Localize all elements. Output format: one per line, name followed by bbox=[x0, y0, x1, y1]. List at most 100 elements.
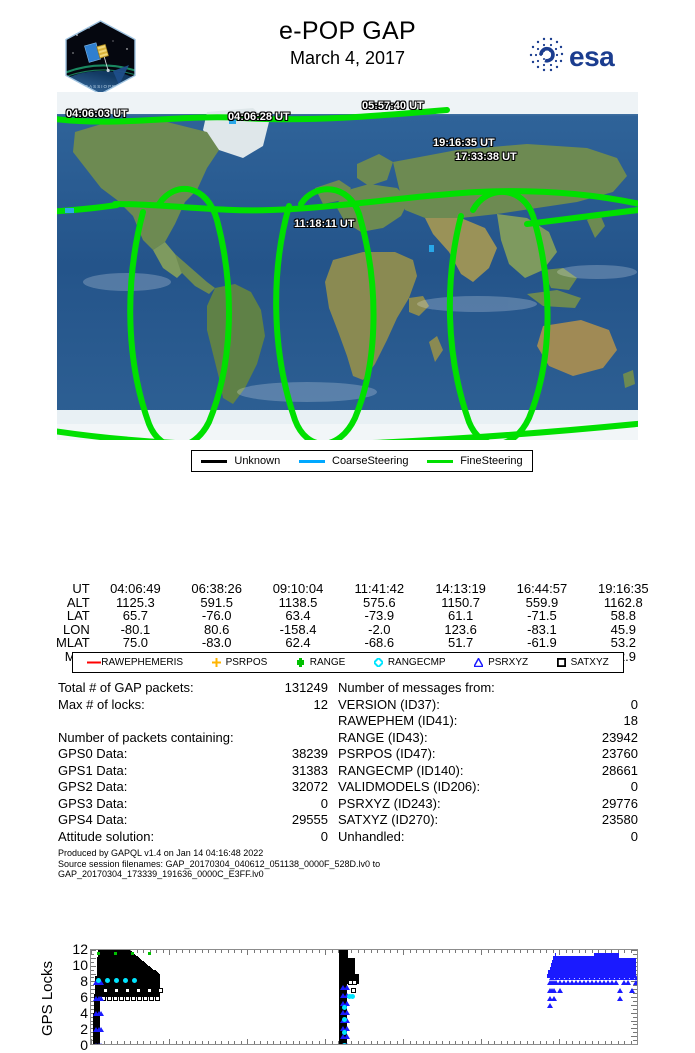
table-row: MLAT 75.0 -83.0 62.4 -68.6 51.7 -61.9 53.2 bbox=[44, 636, 664, 650]
x-axis-tick bbox=[195, 1041, 196, 1044]
x-axis-tick bbox=[286, 950, 287, 953]
x-axis-tick bbox=[416, 1041, 417, 1044]
y-axis-tick bbox=[633, 953, 637, 955]
plot-legend-item-psrpos: PSRPOS bbox=[211, 657, 267, 668]
stat-label: GPS3 Data: bbox=[58, 795, 128, 811]
data-point bbox=[147, 987, 152, 993]
map-time-label: 04:06:03 UT bbox=[66, 108, 128, 120]
table-cell: -76.0 bbox=[201, 608, 232, 623]
y-axis-tick bbox=[91, 1044, 96, 1045]
stat-value: 23942 bbox=[601, 729, 638, 745]
x-axis-tick bbox=[149, 1041, 151, 1044]
stat-value: 0 bbox=[320, 828, 328, 844]
x-axis-tick bbox=[156, 950, 157, 953]
x-axis-tick bbox=[318, 1041, 320, 1044]
data-point bbox=[98, 1042, 105, 1044]
table-cell: -158.4 bbox=[279, 621, 317, 637]
data-point bbox=[351, 987, 357, 993]
y-axis-tick bbox=[631, 1028, 637, 1030]
x-axis-tick bbox=[494, 1041, 495, 1044]
x-axis-tick bbox=[351, 1041, 352, 1044]
stat-row: GPS4 Data: 29555 bbox=[58, 812, 328, 829]
x-axis-tick bbox=[396, 950, 398, 953]
footer-source-line-2: GAP_20170304_173339_191636_0000C_E3FF.lv… bbox=[58, 869, 264, 879]
x-axis-tick bbox=[474, 1041, 476, 1044]
x-axis-tick bbox=[435, 1041, 437, 1044]
x-axis-tick bbox=[169, 1039, 170, 1044]
table-cell: -80.1 bbox=[120, 621, 151, 637]
table-cell: 45.9 bbox=[610, 621, 636, 637]
data-point bbox=[114, 951, 117, 955]
data-point bbox=[97, 951, 100, 955]
data-point bbox=[119, 995, 124, 1001]
stat-label: GPS2 Data: bbox=[58, 779, 128, 794]
x-axis-tick bbox=[182, 1041, 183, 1044]
x-axis-tick bbox=[442, 950, 443, 953]
table-row: UT 04:06:49 06:38:26 09:10:04 11:41:42 14:13:… bbox=[44, 582, 664, 596]
cassiope-mission-patch-icon: CASSIOPE bbox=[65, 20, 136, 95]
x-axis-tick bbox=[305, 950, 307, 953]
x-axis-tick bbox=[572, 1041, 573, 1044]
data-point bbox=[344, 984, 351, 990]
data-point bbox=[341, 1042, 347, 1044]
table-cell: 1150.7 bbox=[441, 594, 481, 610]
packets-containing-list: GPS0 Data: 38239 GPS1 Data: 31383 GPS2 Data:… bbox=[58, 746, 328, 845]
x-axis-tick bbox=[357, 1041, 359, 1044]
table-cell: 1125.3 bbox=[115, 594, 155, 610]
x-axis-tick bbox=[546, 1041, 547, 1044]
stat-row: VERSION (ID37): 0 bbox=[338, 697, 638, 714]
x-axis-tick bbox=[520, 1041, 521, 1044]
table-cell: 575.6 bbox=[363, 594, 396, 610]
stat-total-packets: Total # of GAP packets: 131249 bbox=[58, 680, 328, 697]
y-axis-tick: 0 bbox=[80, 1037, 88, 1053]
data-point bbox=[632, 979, 637, 985]
y-axis-tick bbox=[633, 1032, 637, 1034]
plot-legend-item-satxyz: SATXYZ bbox=[556, 657, 609, 668]
plot-legend-item-rawephemeris: RAWEPHEMERIS bbox=[87, 657, 183, 668]
footer-source-line-1: Source session filenames: GAP_20170304_0… bbox=[58, 858, 381, 869]
data-point bbox=[350, 993, 356, 999]
map-legend-item-finesteering: FineSteering bbox=[427, 455, 523, 467]
plot-legend-label: RAWEPHEMERIS bbox=[101, 657, 184, 668]
table-cell: 1162.8 bbox=[603, 594, 643, 610]
finesteering-line-swatch bbox=[427, 459, 454, 463]
x-axis-tick bbox=[143, 950, 144, 953]
x-axis-tick bbox=[247, 1039, 248, 1044]
x-axis-tick bbox=[481, 1039, 482, 1044]
stat-value: 18 bbox=[623, 713, 638, 728]
plus-icon bbox=[211, 658, 221, 667]
stat-label: Attitude solution: bbox=[58, 828, 155, 844]
x-axis-tick bbox=[110, 1041, 112, 1044]
unknown-line-swatch bbox=[201, 459, 228, 463]
map-time-label: 11:18:11 UT bbox=[294, 218, 355, 230]
x-axis-tick bbox=[162, 950, 164, 953]
svg-text:CASSIOPE: CASSIOPE bbox=[85, 84, 116, 89]
x-axis-tick bbox=[611, 1041, 612, 1044]
y-axis-tick bbox=[91, 957, 96, 959]
x-axis-tick bbox=[513, 950, 515, 953]
y-axis-tick bbox=[633, 993, 637, 995]
x-axis-tick bbox=[526, 1041, 528, 1044]
x-axis-tick bbox=[539, 1041, 541, 1044]
table-cell: 16:44:57 bbox=[516, 581, 568, 596]
stat-value: 31383 bbox=[291, 762, 328, 778]
x-axis-tick bbox=[390, 1041, 391, 1044]
stat-row: GPS3 Data: 0 bbox=[58, 796, 328, 813]
x-axis-tick bbox=[253, 950, 255, 953]
plot-frame bbox=[90, 949, 638, 1045]
x-axis-tick bbox=[390, 950, 391, 953]
y-axis-tick bbox=[633, 1000, 637, 1002]
y-axis-tick: 6 bbox=[80, 989, 88, 1005]
x-axis-tick bbox=[455, 1041, 456, 1044]
x-axis-tick bbox=[500, 950, 502, 953]
table-cell: -2.0 bbox=[368, 621, 391, 637]
table-row: ALT 1125.3 591.5 1138.5 575.6 1150.7 559.9 1162… bbox=[44, 594, 664, 610]
stat-row: RANGE (ID43): 23942 bbox=[338, 730, 638, 747]
y-axis-tick bbox=[633, 1008, 637, 1010]
x-axis-tick bbox=[572, 950, 573, 953]
data-point bbox=[546, 1003, 553, 1009]
stat-value: 131249 bbox=[284, 680, 328, 695]
x-axis-tick bbox=[292, 950, 294, 953]
stat-row: GPS1 Data: 31383 bbox=[58, 763, 328, 780]
data-point bbox=[155, 995, 160, 1001]
